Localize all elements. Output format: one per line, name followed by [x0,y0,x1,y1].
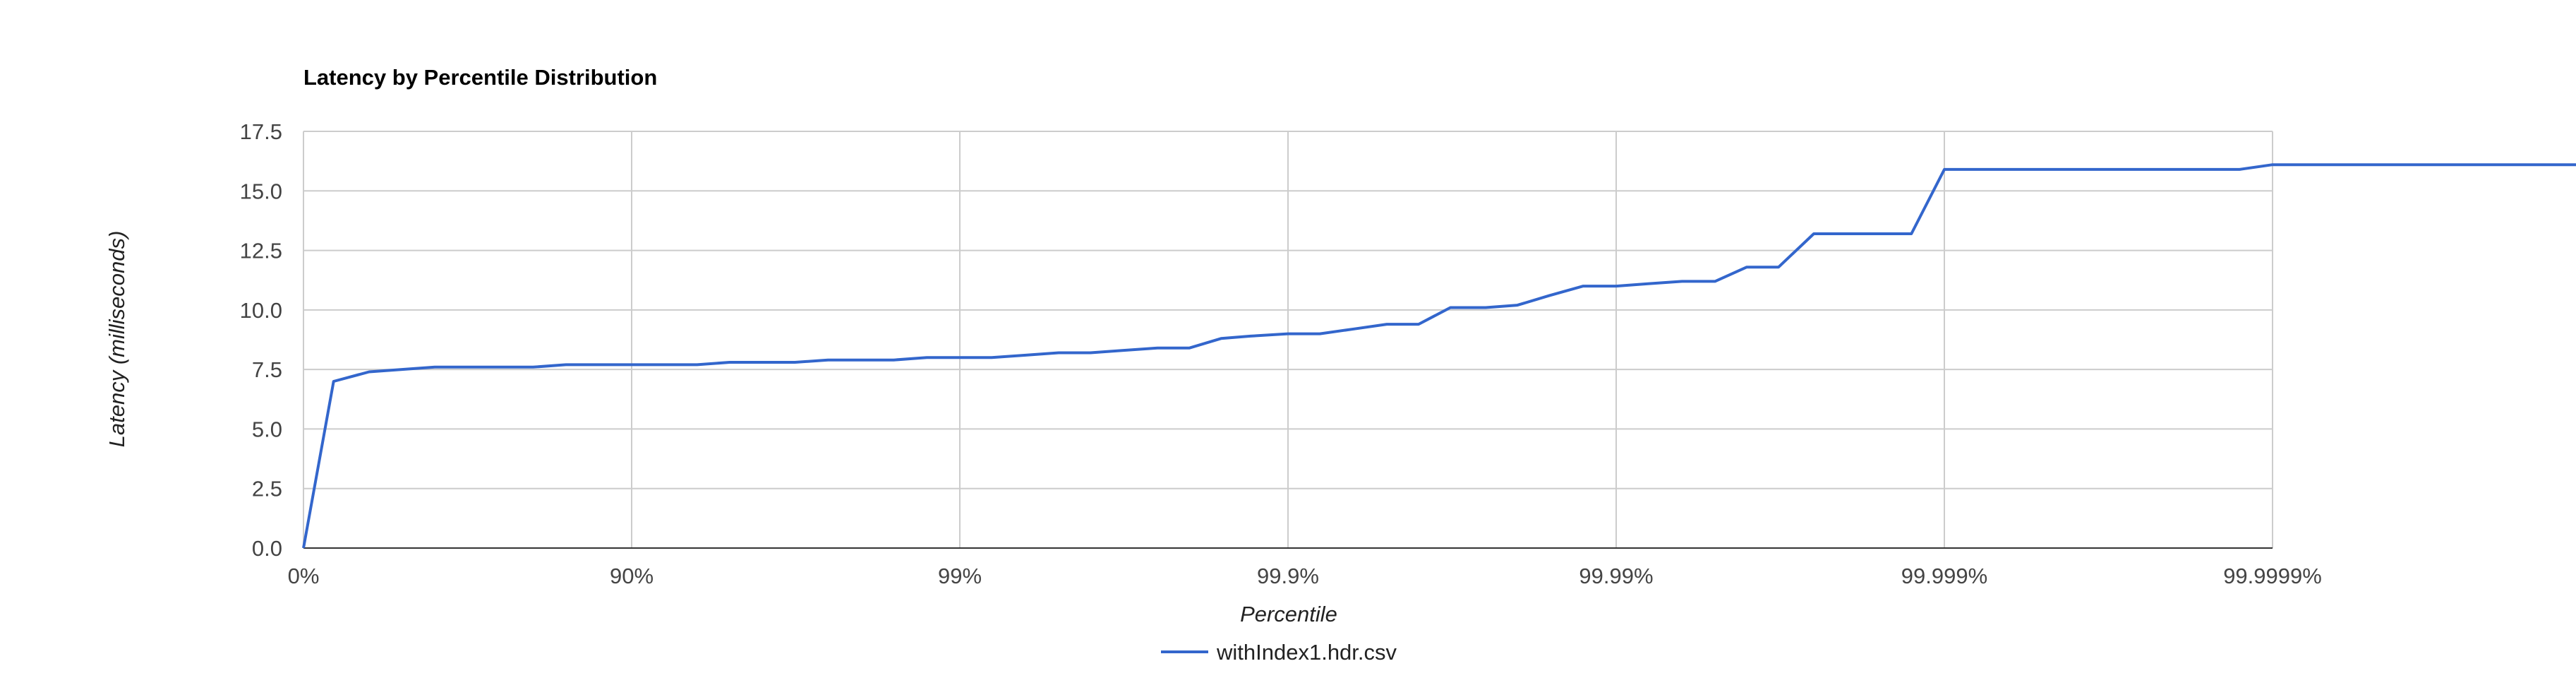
chart-title: Latency by Percentile Distribution [303,65,657,90]
series-line [302,163,2576,549]
x-axis-title: Percentile [1240,602,1337,626]
x-tick-label: 99.9999% [2223,564,2322,588]
y-axis-title: Latency (milliseconds) [104,231,129,448]
y-tick-label: 0.0 [252,536,282,561]
y-tick-label: 17.5 [240,119,282,144]
x-tick-label: 99.99% [1579,564,1653,588]
y-tick-label: 5.0 [252,417,282,441]
x-tick-label: 99.9% [1257,564,1319,588]
y-tick-label: 7.5 [252,357,282,382]
x-tick-label: 0% [288,564,320,588]
x-tick-label: 99.999% [1901,564,1987,588]
legend-label: withIndex1.hdr.csv [1216,640,1397,665]
y-tick-label: 2.5 [252,477,282,501]
x-tick-label: 90% [610,564,654,588]
series-lines [302,163,2576,549]
y-tick-label: 10.0 [240,298,282,323]
x-axis-ticks: 0% 90% 99% 99.9% 99.99% 99.999% 99.9999% [288,564,2322,588]
y-axis-ticks: 0.0 2.5 5.0 7.5 10.0 12.5 15.0 17.5 [240,119,282,561]
gridlines [303,131,2273,549]
x-tick-label: 99% [938,564,982,588]
y-tick-label: 15.0 [240,179,282,203]
y-tick-label: 12.5 [240,239,282,263]
legend: withIndex1.hdr.csv [1161,640,1397,665]
